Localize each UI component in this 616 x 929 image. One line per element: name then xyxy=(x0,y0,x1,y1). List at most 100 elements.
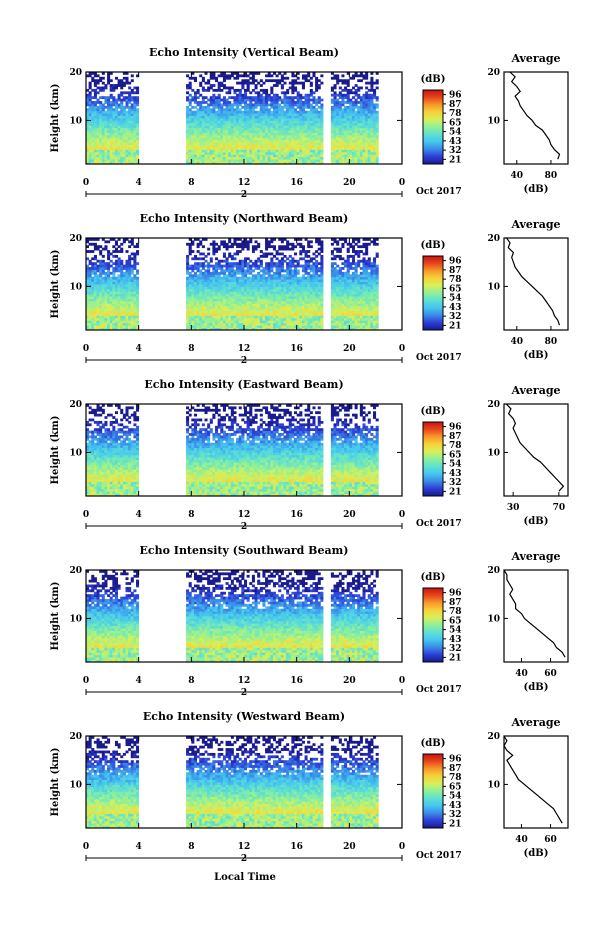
heatmap-cell xyxy=(109,305,113,309)
heatmap-cell xyxy=(288,144,292,148)
heatmap-cell xyxy=(204,110,208,114)
heatmap-cell xyxy=(330,110,334,114)
heatmap-cell xyxy=(120,103,124,107)
heatmap-cell xyxy=(228,159,232,162)
heatmap-cell xyxy=(317,159,321,162)
heatmap-cell xyxy=(294,320,298,324)
heatmap-cell xyxy=(193,98,197,102)
heatmap-cell xyxy=(107,252,111,256)
heatmap-cell xyxy=(133,313,137,316)
heatmap-cell xyxy=(212,303,216,307)
heatmap-cell xyxy=(288,267,292,270)
heatmap-cell xyxy=(93,149,97,153)
heatmap-cell xyxy=(225,276,229,280)
heatmap-cell xyxy=(109,88,113,92)
heatmap-cell xyxy=(186,281,190,285)
heatmap-cell xyxy=(220,137,224,141)
heatmap-cell xyxy=(241,127,245,131)
heatmap-cell xyxy=(338,91,342,95)
heatmap-cell xyxy=(249,134,253,138)
heatmap-cell xyxy=(96,281,100,285)
heatmap-cell xyxy=(265,252,269,256)
heatmap-cell xyxy=(241,274,245,278)
heatmap-cell xyxy=(86,137,90,141)
heatmap-cell xyxy=(357,74,361,78)
heatmap-cell xyxy=(217,120,221,124)
heatmap-cell xyxy=(125,288,129,292)
heatmap-cell xyxy=(196,310,200,314)
heatmap-cell xyxy=(196,118,200,121)
heatmap-cell xyxy=(193,76,197,80)
heatmap-cell xyxy=(296,105,300,109)
heatmap-cell xyxy=(336,149,340,153)
heatmap-cell xyxy=(217,303,221,307)
heatmap-cell xyxy=(120,320,124,324)
heatmap-cell xyxy=(336,142,340,146)
heatmap-cell xyxy=(207,159,211,162)
heatmap-cell xyxy=(225,274,229,278)
heatmap-cell xyxy=(265,115,269,119)
heatmap-cell xyxy=(238,127,242,131)
heatmap-cell xyxy=(86,264,90,268)
heatmap-cell xyxy=(254,113,258,116)
heatmap-cell xyxy=(262,310,266,314)
heatmap-cell xyxy=(267,161,271,165)
heatmap-cell xyxy=(109,322,113,326)
heatmap-cell xyxy=(288,110,292,114)
heatmap-cell xyxy=(301,325,305,328)
heatmap-cell xyxy=(315,115,319,119)
heatmap-cell xyxy=(354,110,358,114)
heatmap-cell xyxy=(93,122,97,126)
heatmap-cell xyxy=(320,103,324,107)
heatmap-cell xyxy=(125,276,129,280)
heatmap-cell xyxy=(330,154,334,158)
heatmap-cell xyxy=(122,298,126,302)
heatmap-cell xyxy=(109,327,113,331)
heatmap-cell xyxy=(365,159,369,162)
heatmap-cell xyxy=(109,137,113,141)
heatmap-cell xyxy=(104,274,108,278)
heatmap-cell xyxy=(209,274,213,278)
heatmap-cell xyxy=(104,137,108,141)
heatmap-cell xyxy=(125,96,129,100)
heatmap-cell xyxy=(188,298,192,302)
heatmap-cell xyxy=(225,130,229,133)
heatmap-cell xyxy=(122,240,126,244)
heatmap-cell xyxy=(283,315,287,319)
heatmap-cell xyxy=(259,161,263,165)
heatmap-cell xyxy=(117,156,121,160)
heatmap-cell xyxy=(230,115,234,119)
heatmap-cell xyxy=(251,96,255,100)
heatmap-cell xyxy=(109,93,113,97)
heatmap-cell xyxy=(215,298,219,302)
heatmap-cell xyxy=(244,156,248,160)
heatmap-cell xyxy=(193,118,197,121)
heatmap-cell xyxy=(188,101,192,104)
heatmap-cell xyxy=(228,101,232,104)
heatmap-cell xyxy=(344,81,348,85)
heatmap-cell xyxy=(238,130,242,133)
heatmap-cell xyxy=(104,98,108,102)
heatmap-cell xyxy=(230,147,234,150)
heatmap-cell xyxy=(333,151,337,155)
heatmap-cell xyxy=(117,238,121,241)
heatmap-cell xyxy=(136,300,140,304)
heatmap-cell xyxy=(270,139,274,143)
heatmap-cell xyxy=(338,122,342,126)
heatmap-cell xyxy=(272,127,276,131)
heatmap-cell xyxy=(262,91,266,95)
heatmap-cell xyxy=(136,313,140,316)
heatmap-cell xyxy=(278,308,282,312)
heatmap-cell xyxy=(191,303,195,307)
heatmap-cell xyxy=(259,159,263,162)
heatmap-cell xyxy=(249,325,253,328)
heatmap-cell xyxy=(193,134,197,138)
heatmap-cell xyxy=(107,267,111,270)
heatmap-cell xyxy=(204,125,208,129)
heatmap-cell xyxy=(207,130,211,133)
heatmap-cell xyxy=(236,286,240,290)
heatmap-cell xyxy=(259,305,263,309)
heatmap-cell xyxy=(330,122,334,126)
heatmap-cell xyxy=(309,132,313,136)
heatmap-cell xyxy=(93,291,97,295)
